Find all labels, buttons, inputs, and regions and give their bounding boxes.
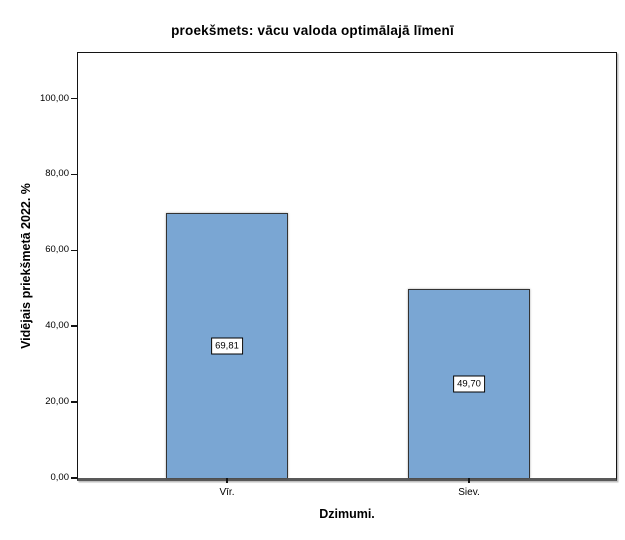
category-label-vr: Vīr. [219,487,235,498]
y-axis-tick [71,401,78,403]
y-tick-label: 80,00 [45,168,69,180]
y-tick-label: 40,00 [45,320,69,332]
y-axis-tick [71,477,78,479]
x-axis-title: Dzimumi. [319,507,375,521]
x-axis-tick [468,478,470,483]
chart-title: proekšmets: vācu valoda optimālajā līmen… [171,23,454,38]
plot-area: 69,81 49,70 [77,52,617,481]
y-tick-label: 0,00 [50,472,70,483]
y-axis-tick [71,249,78,252]
y-axis-tick [71,173,78,176]
bar-siev[interactable]: 49,70 [408,289,530,478]
y-axis-tick [71,325,78,327]
y-tick-label: 60,00 [45,244,69,256]
category-label-siev: Siev. [458,487,480,498]
bar-vr[interactable]: 69,81 [166,213,288,478]
y-tick-label: 100,00 [39,92,69,104]
y-tick-label: 20,00 [45,396,69,408]
x-axis-tick [226,478,228,483]
bar-value-label: 69,81 [211,337,243,355]
bar-value-label: 49,70 [453,375,485,393]
y-axis-tick [71,97,78,100]
